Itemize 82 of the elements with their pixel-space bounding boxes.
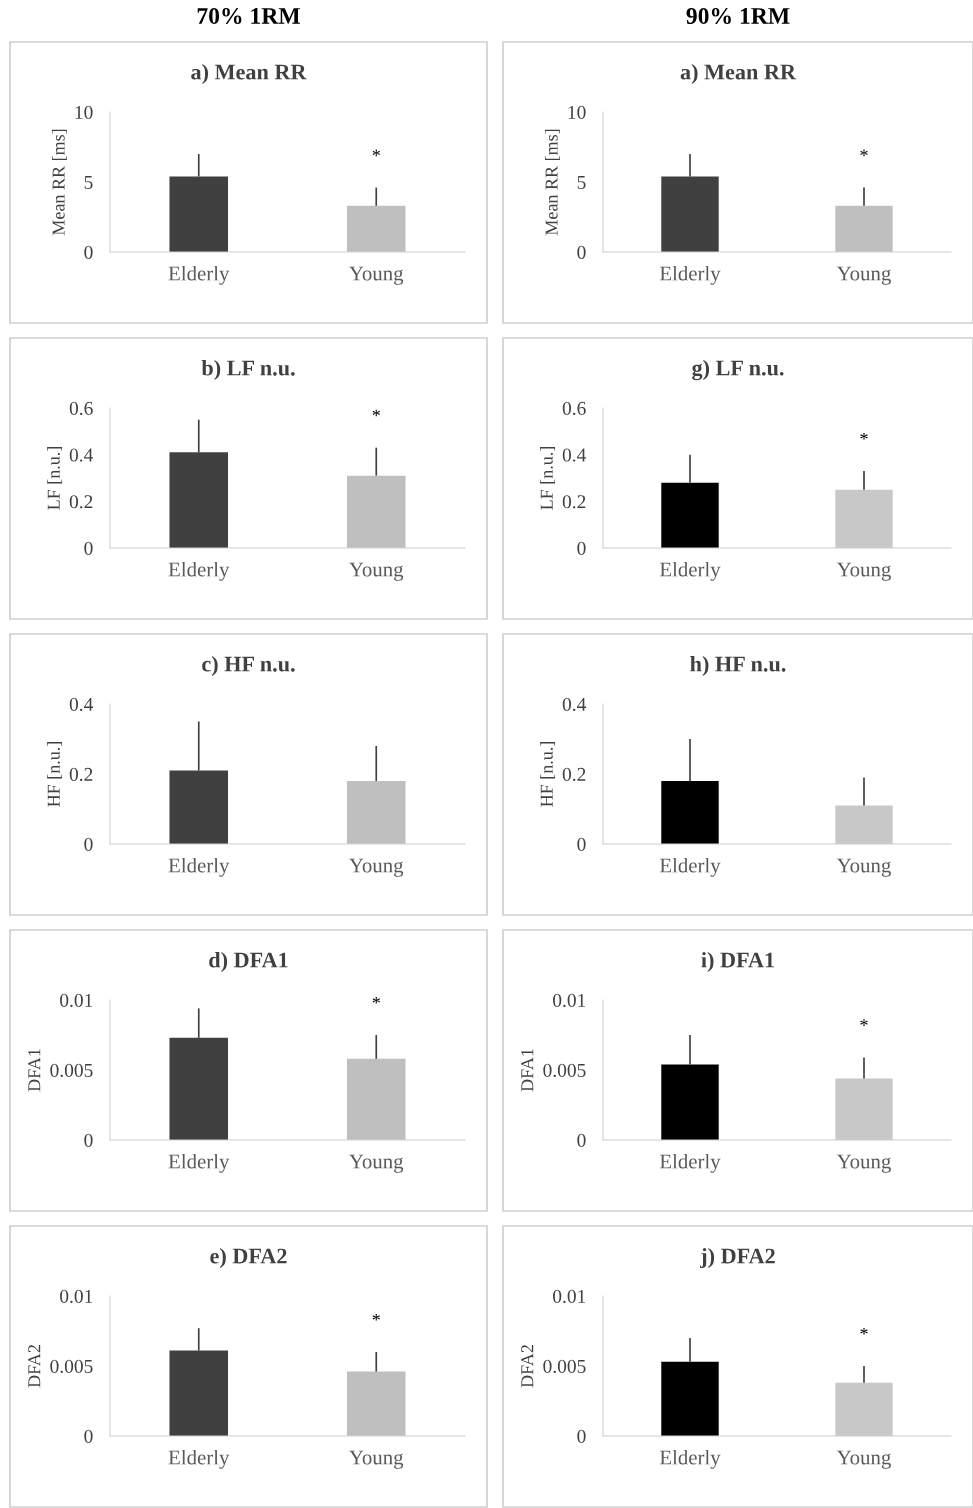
x-tick-label: Elderly bbox=[659, 857, 721, 877]
y-tick-label: 0.005 bbox=[543, 1359, 586, 1374]
x-tick-label: Young bbox=[836, 562, 891, 581]
x-tick-label: Young bbox=[349, 266, 404, 285]
y-axis-title: HF [n.u.] bbox=[540, 741, 556, 807]
text: 70% 1RM bbox=[197, 7, 300, 24]
x-tick-label: Young bbox=[836, 1154, 891, 1173]
chart-title: d) DFA1 bbox=[209, 951, 288, 973]
y-tick-label: 0.01 bbox=[553, 993, 586, 1008]
y-axis-title: LF [n.u.] bbox=[47, 446, 63, 510]
y-axis-title: Mean RR [ms] bbox=[544, 129, 560, 236]
annotation: * bbox=[372, 409, 380, 417]
y-tick-label: 0.2 bbox=[69, 767, 93, 782]
y-tick-label: 5 bbox=[577, 176, 586, 189]
y-tick-label: 0.005 bbox=[50, 1063, 93, 1078]
y-axis-title: DFA2 bbox=[521, 1345, 534, 1388]
y-tick-label: 0.4 bbox=[69, 697, 94, 712]
y-tick-label: 0.01 bbox=[60, 1289, 93, 1304]
chart-title: c) HF n.u. bbox=[202, 655, 295, 677]
y-tick-label: 0.6 bbox=[69, 401, 93, 416]
annotation: * bbox=[372, 149, 380, 157]
x-tick-label: Young bbox=[836, 266, 891, 285]
x-tick-label: Elderly bbox=[659, 1449, 721, 1469]
y-tick-label: 0.01 bbox=[60, 993, 93, 1008]
y-tick-label: 10 bbox=[75, 105, 93, 119]
y-tick-label: 0 bbox=[84, 245, 93, 259]
y-tick-label: 0 bbox=[577, 1133, 586, 1147]
x-tick-label: Elderly bbox=[168, 561, 230, 581]
x-tick-label: Elderly bbox=[659, 265, 721, 285]
annotation: * bbox=[860, 149, 868, 157]
y-tick-label: 0.2 bbox=[562, 767, 586, 782]
y-tick-label: 0.2 bbox=[562, 495, 586, 509]
y-tick-label: 0 bbox=[577, 1429, 586, 1443]
y-tick-label: 0.4 bbox=[69, 448, 94, 462]
x-tick-label: Young bbox=[349, 1450, 404, 1469]
chart-title: b) LF n.u. bbox=[201, 359, 295, 381]
x-tick-label: Elderly bbox=[168, 265, 230, 285]
chart-title: e) DFA2 bbox=[210, 1247, 287, 1269]
text: 90% 1RM bbox=[686, 7, 790, 24]
annotation: * bbox=[372, 996, 380, 1004]
chart-title: g) LF n.u. bbox=[692, 359, 784, 381]
y-tick-label: 0 bbox=[84, 837, 93, 851]
y-axis-title: DFA2 bbox=[28, 1345, 41, 1388]
x-tick-label: Elderly bbox=[659, 1153, 721, 1173]
x-tick-label: Young bbox=[349, 1154, 404, 1173]
x-tick-label: Young bbox=[836, 1450, 891, 1469]
y-tick-label: 0.005 bbox=[50, 1359, 93, 1374]
y-tick-label: 5 bbox=[84, 176, 93, 189]
y-axis-title: DFA1 bbox=[521, 1049, 534, 1092]
y-axis-title: DFA1 bbox=[28, 1049, 41, 1092]
y-tick-label: 0.6 bbox=[562, 401, 586, 416]
x-tick-label: Elderly bbox=[168, 1153, 230, 1173]
y-axis-title: HF [n.u.] bbox=[47, 741, 63, 807]
annotation: * bbox=[860, 1327, 868, 1335]
y-tick-label: 0.4 bbox=[562, 448, 587, 462]
y-tick-label: 0.005 bbox=[543, 1063, 586, 1078]
chart-title: i) DFA1 bbox=[701, 951, 774, 973]
x-tick-label: Young bbox=[836, 858, 891, 877]
x-tick-label: Elderly bbox=[168, 857, 230, 877]
x-tick-label: Young bbox=[349, 858, 404, 877]
y-tick-label: 0 bbox=[577, 541, 586, 555]
y-tick-label: 10 bbox=[568, 105, 586, 119]
y-tick-label: 0 bbox=[84, 1133, 93, 1147]
y-tick-label: 0 bbox=[577, 837, 586, 851]
y-axis-title: LF [n.u.] bbox=[540, 446, 556, 510]
annotation: * bbox=[860, 432, 868, 440]
chart-title: a) Mean RR bbox=[680, 63, 797, 85]
y-tick-label: 0.2 bbox=[69, 495, 93, 509]
chart-title: h) HF n.u. bbox=[690, 655, 786, 677]
chart-title: a) Mean RR bbox=[191, 63, 307, 85]
annotation: * bbox=[860, 1019, 868, 1026]
chart-title: j) DFA2 bbox=[700, 1247, 775, 1269]
x-tick-label: Elderly bbox=[659, 561, 721, 581]
y-axis-title: Mean RR [ms] bbox=[51, 129, 67, 236]
y-tick-label: 0.01 bbox=[553, 1289, 586, 1304]
annotation: * bbox=[372, 1313, 380, 1321]
x-tick-label: Young bbox=[349, 562, 404, 581]
y-tick-label: 0 bbox=[84, 541, 93, 555]
x-tick-label: Elderly bbox=[168, 1449, 230, 1469]
y-tick-label: 0 bbox=[577, 245, 586, 259]
y-tick-label: 0 bbox=[84, 1429, 93, 1443]
y-tick-label: 0.4 bbox=[562, 697, 587, 712]
